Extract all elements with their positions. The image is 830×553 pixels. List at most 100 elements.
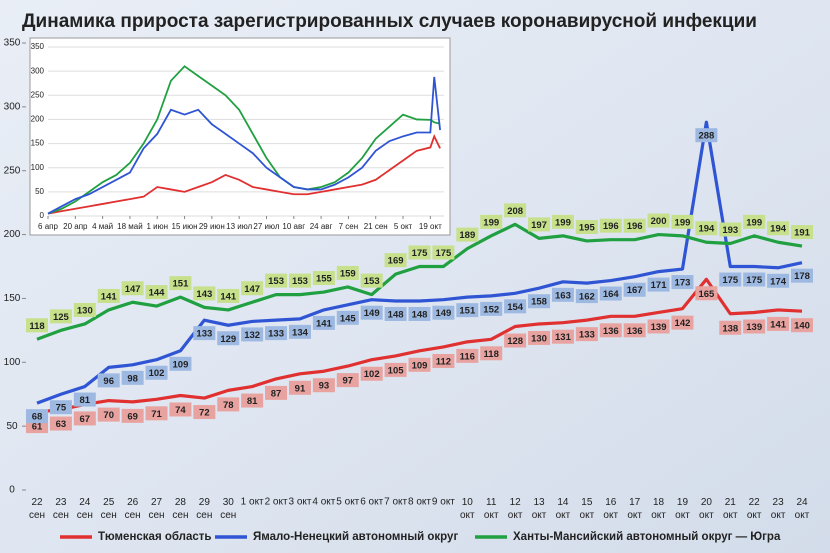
value-label-box: [97, 373, 120, 388]
value-label: 148: [412, 309, 428, 320]
x-tick-label: 5 окт: [336, 497, 359, 508]
value-label-box: [575, 289, 598, 304]
value-label: 72: [199, 408, 210, 419]
x-tick-label: 28 сен: [172, 497, 188, 521]
value-label: 167: [627, 285, 643, 296]
value-label-box: [671, 275, 694, 290]
value-label: 153: [292, 276, 308, 287]
x-tick-label: 29 сен: [196, 497, 212, 521]
inset-x-tick-label: 21 сен: [364, 222, 388, 231]
value-label-box: [623, 218, 646, 233]
value-label: 112: [436, 356, 451, 367]
x-tick-label: 15 окт: [580, 497, 595, 521]
value-label-box: [288, 324, 311, 339]
value-label: 158: [531, 297, 547, 308]
value-label-box: [384, 306, 407, 321]
value-label: 118: [29, 321, 44, 332]
value-label-box: [432, 353, 455, 368]
value-label-box: [647, 319, 670, 334]
value-label: 81: [80, 395, 91, 406]
value-label-box: [599, 323, 622, 338]
value-label-box: [408, 357, 431, 372]
value-label-box: [791, 268, 813, 283]
x-tick-label: 9 окт: [432, 497, 455, 508]
value-label: 159: [340, 268, 356, 279]
value-label-box: [145, 285, 168, 300]
value-label: 197: [531, 220, 547, 231]
value-label: 70: [103, 410, 114, 421]
series-line: [36, 120, 803, 405]
inset-x-tick-label: 19 окт: [419, 222, 442, 231]
value-label-box: [336, 373, 359, 388]
x-tick-label: 23 окт: [771, 497, 786, 521]
value-label: 125: [53, 312, 70, 323]
value-label-box: [719, 222, 742, 237]
value-label-box: [265, 385, 288, 400]
value-label-box: [719, 272, 742, 287]
x-tick-label: 19 окт: [675, 497, 690, 521]
value-label: 199: [746, 217, 762, 228]
value-label-box: [599, 218, 622, 233]
value-label-box: [241, 281, 264, 296]
inset-x-tick-label: 27 июл: [253, 222, 279, 231]
value-label: 142: [675, 318, 691, 329]
value-label: 139: [746, 322, 762, 333]
value-label-box: [623, 282, 646, 297]
x-tick-label: 1 окт: [241, 497, 264, 508]
inset-x-tick-label: 6 апр: [38, 222, 58, 231]
value-label-box: [528, 294, 551, 309]
series-line: [36, 222, 803, 341]
x-tick-label: 13 окт: [532, 497, 547, 521]
value-label-box: [456, 348, 479, 363]
value-label: 199: [555, 217, 571, 228]
inset-series-line: [47, 76, 441, 215]
inset-y-tick-label: 250: [31, 90, 45, 99]
legend-label: Тюменская область: [98, 531, 211, 543]
value-label: 132: [244, 330, 260, 341]
value-label-box: [241, 393, 264, 408]
value-label: 136: [627, 326, 643, 337]
value-label-box: [336, 310, 359, 325]
value-label: 81: [247, 396, 258, 407]
x-tick-label: 22 окт: [747, 497, 762, 521]
inset-y-tick-label: 300: [31, 66, 45, 75]
inset-series-line: [47, 133, 441, 215]
value-label: 169: [388, 256, 404, 267]
value-label: 196: [627, 221, 643, 232]
x-tick-label: 7 окт: [384, 497, 407, 508]
x-tick-label: 16 окт: [603, 497, 618, 521]
value-label: 133: [579, 330, 595, 341]
value-label-box: [121, 408, 144, 423]
value-label-box: [671, 315, 694, 330]
inset-x-tick-label: 13 июл: [226, 222, 252, 231]
value-label: 98: [127, 373, 138, 384]
value-label-box: [312, 271, 335, 286]
value-label-box: [456, 303, 479, 318]
value-label-box: [504, 333, 527, 348]
value-label-box: [312, 315, 335, 330]
value-label: 174: [770, 276, 787, 287]
value-label: 109: [173, 359, 189, 370]
value-label-box: [504, 299, 527, 314]
value-label: 129: [220, 334, 236, 345]
value-label-box: [719, 320, 742, 335]
value-label-box: [480, 214, 503, 229]
value-label: 199: [483, 217, 499, 228]
value-label: 147: [125, 284, 141, 295]
value-label: 139: [651, 322, 667, 333]
inset-x-tick-label: 1 июн: [146, 222, 168, 231]
value-label-box: [121, 370, 144, 385]
value-label-box: [575, 327, 598, 342]
value-label: 194: [698, 224, 715, 235]
value-label: 116: [460, 351, 475, 362]
value-label: 69: [127, 411, 138, 422]
value-label-box: [73, 302, 96, 317]
x-tick-label: 3 окт: [288, 497, 311, 508]
value-label: 148: [388, 309, 404, 320]
value-label: 143: [196, 289, 212, 300]
value-label-box: [288, 380, 311, 395]
value-label-box: [217, 288, 240, 303]
value-label-box: [551, 214, 574, 229]
value-label: 136: [603, 326, 619, 337]
x-tick-label: 6 окт: [360, 497, 383, 508]
